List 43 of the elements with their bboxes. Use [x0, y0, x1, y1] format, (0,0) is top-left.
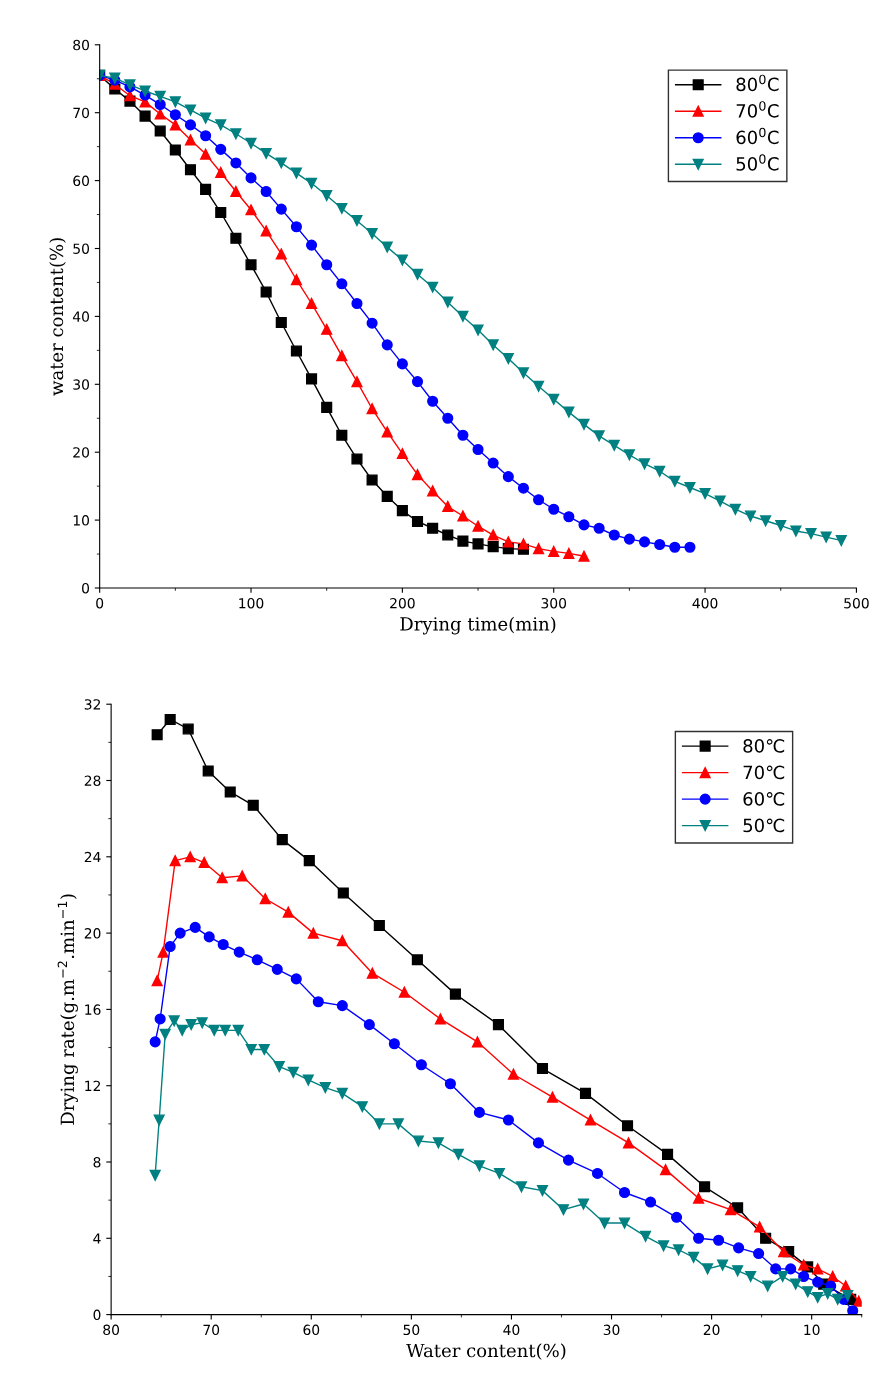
legend-label: 50℃	[743, 818, 785, 833]
y-tick-label: 12	[85, 1080, 101, 1091]
x-tick-label: 60	[303, 1324, 320, 1336]
y-tick-label: 32	[84, 699, 101, 710]
y-axis-title: Drying rate(g.m$^{−2}$.min$^{−1}$)	[57, 894, 78, 1125]
y-tick-label: 16	[85, 1004, 101, 1015]
x-tick-label: 20	[703, 1324, 720, 1336]
x-tick-label: 500	[844, 597, 869, 609]
y-tick-label: 0	[82, 582, 90, 594]
legend-label: 50$^{0}$C	[736, 154, 779, 171]
y-tick-label: 0	[93, 1309, 101, 1321]
legend-label: 80℃	[743, 739, 785, 753]
x-tick-label: 100	[239, 597, 264, 609]
y-tick-label: 10	[73, 515, 90, 526]
legend-label: 60℃	[743, 792, 785, 806]
x-tick-label: 40	[503, 1324, 520, 1336]
y-tick-label: 80	[73, 39, 90, 51]
x-axis-title: Drying time(min)	[400, 616, 556, 635]
y-axis-title: water content(%)	[49, 238, 66, 396]
y-tick-label: 40	[72, 311, 90, 322]
y-tick-label: 8	[93, 1156, 101, 1168]
x-tick-label: 30	[603, 1324, 620, 1336]
y-tick-label: 4	[93, 1233, 101, 1244]
y-tick-label: 60	[73, 175, 90, 187]
y-tick-label: 28	[84, 775, 101, 786]
x-tick-label: 80	[103, 1324, 120, 1336]
legend-label: 70$^{0}$C	[736, 101, 779, 118]
x-tick-label: 400	[692, 597, 718, 609]
y-tick-label: 50	[73, 243, 90, 254]
x-axis-title: Water content(%)	[406, 1343, 566, 1360]
y-tick-label: 30	[73, 379, 90, 390]
x-tick-label: 70	[203, 1324, 220, 1336]
y-tick-label: 70	[73, 107, 90, 119]
y-tick-label: 24	[84, 851, 101, 863]
x-tick-label: 50	[403, 1324, 420, 1336]
legend-label: 70℃	[743, 765, 785, 780]
x-tick-label: 10	[804, 1324, 820, 1336]
legend-label: 60$^{0}$C	[736, 127, 779, 145]
y-tick-label: 20	[73, 447, 90, 458]
legend-label: 80$^{0}$C	[736, 74, 779, 92]
x-tick-label: 300	[541, 597, 567, 609]
y-tick-label: 20	[84, 928, 101, 939]
x-tick-label: 200	[390, 597, 415, 609]
